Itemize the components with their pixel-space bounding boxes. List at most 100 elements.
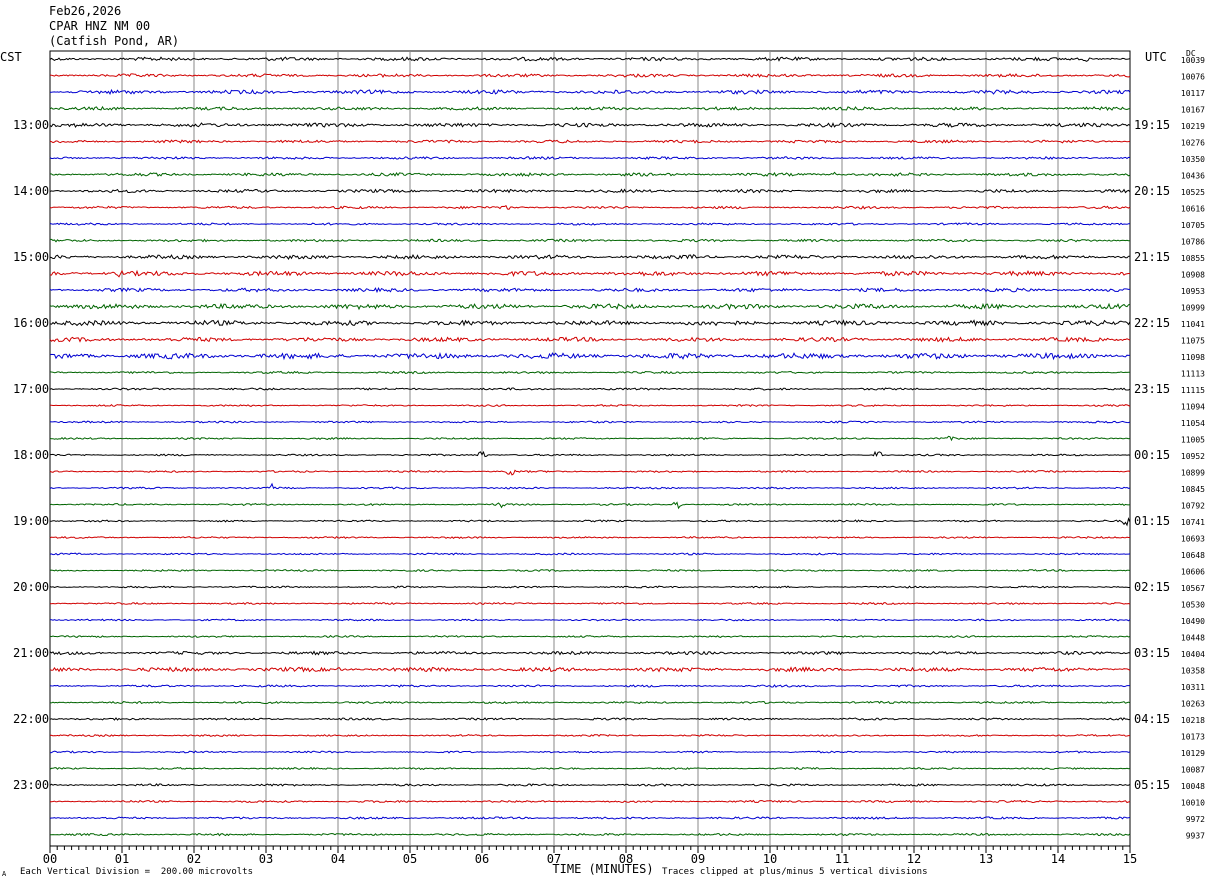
clip-note: Traces clipped at plus/minus 5 vertical … <box>662 867 928 877</box>
seismic-trace <box>49 650 1131 656</box>
scale-note: Each Vertical Division = 200.00 microvol… <box>20 867 253 877</box>
dc-offset-label: 10219 <box>1181 122 1205 131</box>
seismic-trace <box>50 88 1131 96</box>
x-tick-label: 15 <box>1123 852 1137 866</box>
dc-offset-label: 10436 <box>1181 172 1205 181</box>
seismic-trace <box>49 717 1131 721</box>
seismic-trace <box>49 450 1131 458</box>
x-tick-label: 04 <box>331 852 345 866</box>
dc-offset-label: 10117 <box>1181 89 1205 98</box>
dc-offset-label: 10490 <box>1181 617 1205 626</box>
seismic-trace <box>49 222 1131 226</box>
dc-offset-label: 10899 <box>1181 469 1205 478</box>
right-hour-label: 20:15 <box>1134 184 1170 198</box>
seismic-trace <box>49 404 1131 408</box>
seismic-trace <box>49 269 1130 278</box>
dc-offset-label: 9937 <box>1186 832 1205 841</box>
left-hour-label: 21:00 <box>13 646 49 660</box>
dc-offset-label: 10606 <box>1181 568 1205 577</box>
seismic-trace <box>49 482 1131 490</box>
seismic-trace <box>49 569 1131 573</box>
seismic-trace <box>49 122 1131 128</box>
seismic-trace <box>49 536 1130 540</box>
dc-offset-label: 10953 <box>1181 287 1205 296</box>
seismic-trace <box>49 501 1131 510</box>
dc-offset-label: 10525 <box>1181 188 1205 197</box>
seismic-trace <box>49 435 1131 442</box>
dc-offset-label: 11113 <box>1181 370 1205 379</box>
dc-offset-label: 10786 <box>1181 238 1205 247</box>
left-hour-label: 18:00 <box>13 448 49 462</box>
dc-offset-label: 10087 <box>1181 766 1205 775</box>
seismic-trace <box>49 816 1131 820</box>
dc-offset-label: 10276 <box>1181 139 1205 148</box>
dc-column-label: DC <box>1186 49 1196 58</box>
right-hour-label: 03:15 <box>1134 646 1170 660</box>
dc-offset-label: 10908 <box>1181 271 1205 280</box>
seismic-trace <box>49 139 1131 144</box>
dc-offset-label: 10218 <box>1181 716 1205 725</box>
seismic-trace <box>49 766 1131 771</box>
dc-offset-label: 10530 <box>1181 601 1205 610</box>
x-tick-label: 08 <box>619 852 633 866</box>
right-timezone-label: UTC <box>1145 50 1167 64</box>
seismic-trace <box>49 517 1131 527</box>
seismic-trace <box>49 156 1131 160</box>
seismic-trace <box>49 105 1131 112</box>
right-hour-label: 22:15 <box>1134 316 1170 330</box>
dc-offset-label: 10648 <box>1181 551 1205 560</box>
dc-offset-label: 10076 <box>1181 73 1205 82</box>
seismic-trace <box>49 734 1131 737</box>
x-tick-label: 09 <box>691 852 705 866</box>
seismic-trace <box>49 351 1131 361</box>
seismic-trace <box>49 56 1131 62</box>
dc-offset-label: 10616 <box>1181 205 1205 214</box>
left-hour-label: 15:00 <box>13 250 49 264</box>
x-tick-label: 02 <box>187 852 201 866</box>
right-hour-label: 23:15 <box>1134 382 1170 396</box>
x-tick-label: 07 <box>547 852 561 866</box>
seismic-trace <box>49 319 1131 327</box>
dc-offset-label: 10167 <box>1181 106 1205 115</box>
seismic-trace <box>49 73 1131 78</box>
right-hour-label: 05:15 <box>1134 778 1170 792</box>
left-hour-label: 16:00 <box>13 316 49 330</box>
dc-offset-label: 10048 <box>1181 782 1205 791</box>
seismic-trace <box>49 684 1130 688</box>
dc-offset-label: 10404 <box>1181 650 1205 659</box>
right-hour-label: 19:15 <box>1134 118 1170 132</box>
plot-date: Feb26,2026 <box>49 4 122 18</box>
dc-offset-label: 11054 <box>1181 419 1205 428</box>
left-hour-label: 13:00 <box>13 118 49 132</box>
dc-offset-label: 11041 <box>1181 320 1205 329</box>
left-timezone-label: CST <box>0 50 22 64</box>
corner-mark: A <box>2 870 7 878</box>
x-tick-label: 01 <box>115 852 129 866</box>
right-hour-label: 02:15 <box>1134 580 1170 594</box>
dc-offset-label: 9972 <box>1186 815 1205 824</box>
dc-offset-label: 11094 <box>1181 403 1205 412</box>
seismic-trace <box>49 634 1131 638</box>
seismic-trace <box>49 783 1131 787</box>
x-tick-label: 03 <box>259 852 273 866</box>
dc-offset-label: 10693 <box>1181 535 1205 544</box>
dc-offset-label: 10567 <box>1181 584 1205 593</box>
left-hour-label: 14:00 <box>13 184 49 198</box>
left-hour-label: 20:00 <box>13 580 49 594</box>
dc-offset-label: 10792 <box>1181 502 1205 511</box>
plot-frame <box>49 50 1131 847</box>
left-hour-label: 17:00 <box>13 382 49 396</box>
seismic-trace <box>49 370 1131 375</box>
right-hour-label: 04:15 <box>1134 712 1170 726</box>
right-hour-label: 21:15 <box>1134 250 1170 264</box>
seismic-trace <box>49 420 1131 424</box>
seismic-trace <box>49 601 1131 606</box>
seismic-trace <box>49 171 1131 177</box>
x-tick-label: 13 <box>979 852 993 866</box>
dc-offset-label: 11075 <box>1181 337 1205 346</box>
dc-offset-label: 10952 <box>1181 452 1205 461</box>
dc-offset-label: 11005 <box>1181 436 1205 445</box>
x-tick-label: 00 <box>43 852 57 866</box>
seismic-trace <box>50 238 1131 243</box>
seismic-trace <box>49 287 1130 294</box>
